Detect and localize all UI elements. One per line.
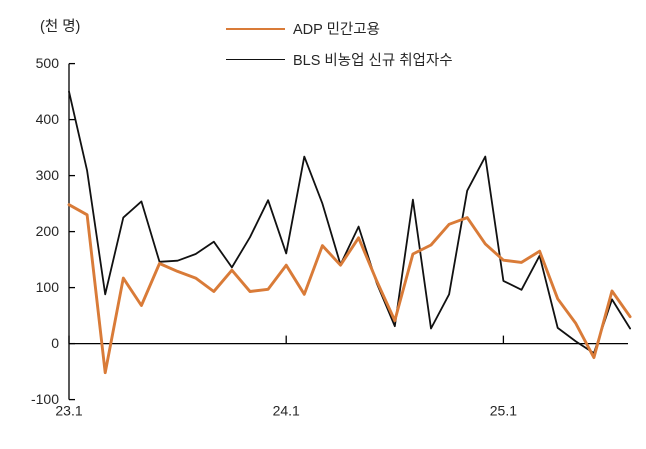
svg-text:300: 300 [36,167,60,183]
svg-text:23.1: 23.1 [55,403,82,419]
svg-text:24.1: 24.1 [273,403,300,419]
svg-text:200: 200 [36,223,60,239]
svg-text:25.1: 25.1 [490,403,517,419]
svg-text:400: 400 [36,111,60,127]
svg-text:500: 500 [36,55,60,71]
svg-text:100: 100 [36,279,60,295]
svg-text:0: 0 [51,335,59,351]
